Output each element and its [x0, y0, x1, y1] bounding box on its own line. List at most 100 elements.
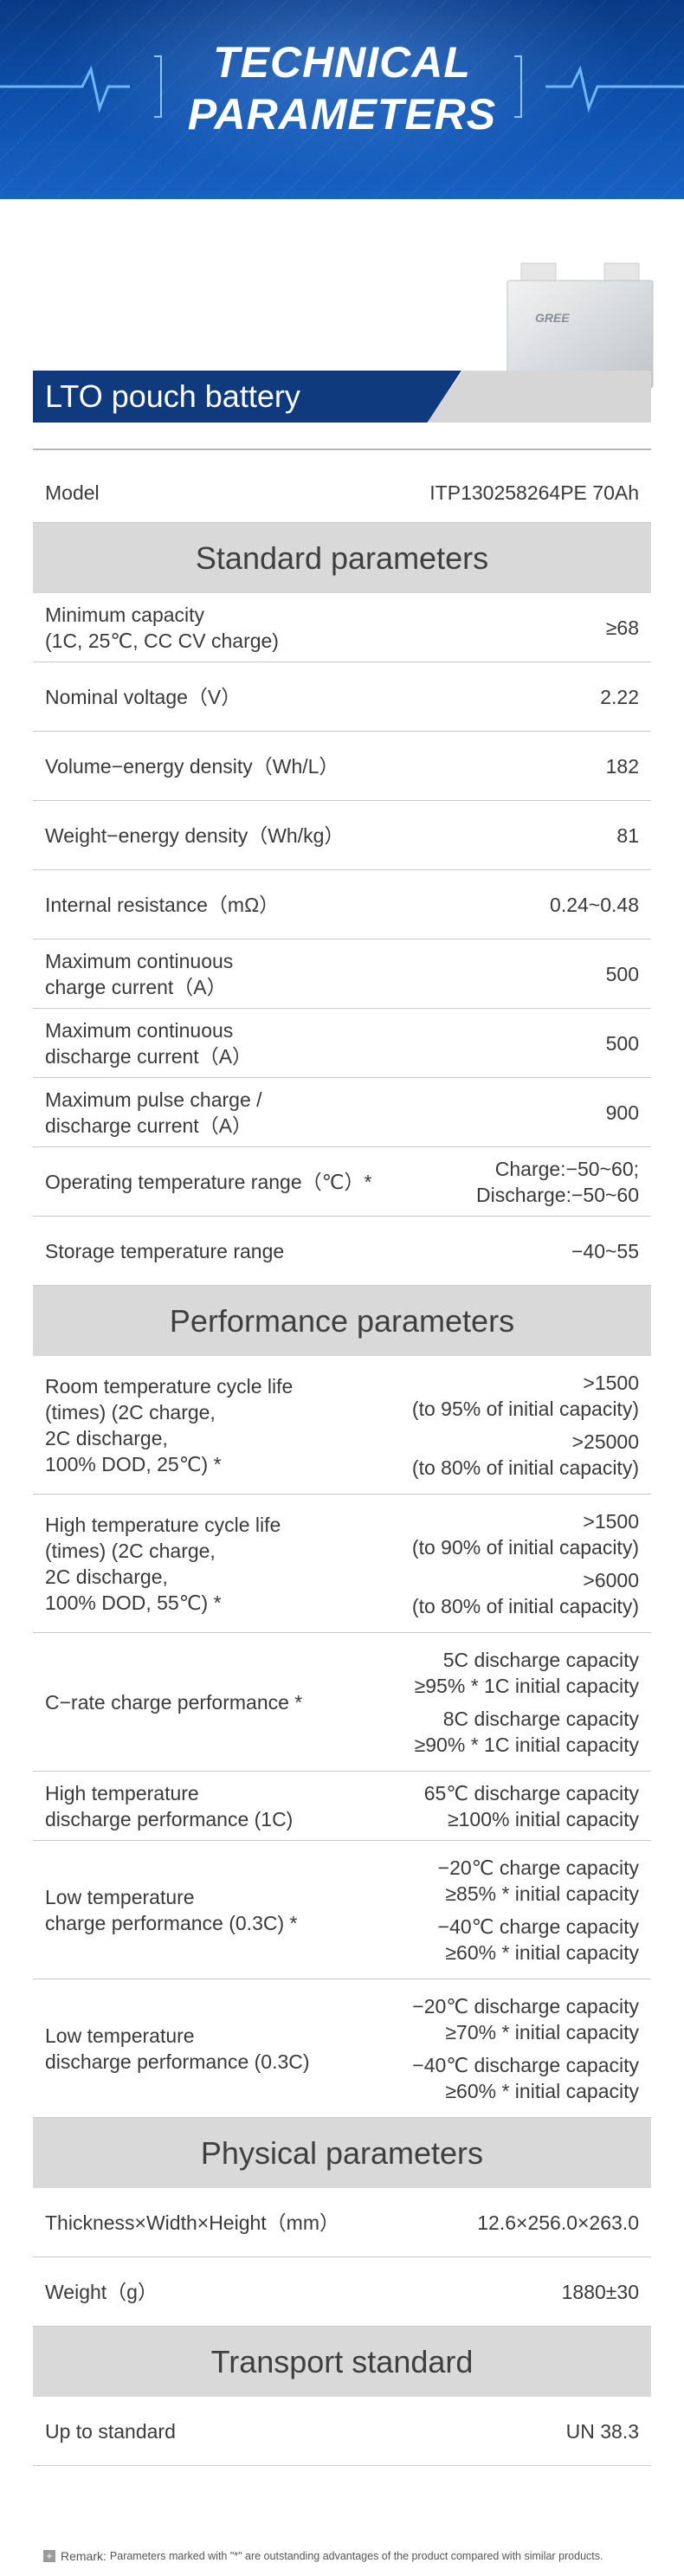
- table-row: Weight（g） 1880±30: [33, 2257, 651, 2327]
- row-value: −20℃ discharge capacity ≥70% * initial ca…: [412, 1993, 639, 2104]
- row-value: 12.6×256.0×263.0: [477, 2210, 639, 2236]
- row-value-line: ≥70% * initial capacity: [445, 2020, 639, 2043]
- transport-rows: Up to standard UN 38.3: [33, 2397, 651, 2466]
- row-label-line: Maximum continuous: [45, 1018, 234, 1042]
- row-value-line: ≥60% * initial capacity: [445, 1940, 639, 1964]
- row-value-line: ≥95% * 1C initial capacity: [414, 1674, 639, 1697]
- row-value-line: Discharge:−50~60: [476, 1183, 639, 1206]
- row-label: Low temperature charge performance (0.3C)…: [45, 1884, 297, 1936]
- model-label: Model: [45, 481, 100, 504]
- row-value: 1880±30: [562, 2279, 639, 2305]
- table-row: Minimum capacity (1C, 25℃, CC CV charge) ≥…: [33, 593, 651, 662]
- model-row: Model ITP130258264PE 70Ah: [33, 463, 651, 523]
- row-value-line: 5C discharge capacity: [442, 1648, 639, 1671]
- row-label: Up to standard: [45, 2418, 176, 2444]
- row-value-line: 65℃ discharge capacity: [423, 1781, 639, 1804]
- table-row: Low temperature discharge performance (0.…: [33, 1979, 651, 2118]
- table-row: Low temperature charge performance (0.3C)…: [33, 1841, 651, 1979]
- row-value-line: 2.22: [600, 685, 639, 708]
- product-name: LTO pouch battery: [45, 378, 300, 414]
- row-label: Minimum capacity (1C, 25℃, CC CV charge): [45, 602, 279, 654]
- row-value: Charge:−50~60; Discharge:−50~60: [476, 1156, 639, 1208]
- row-label-line: (1C, 25℃, CC CV charge): [45, 629, 279, 652]
- row-value: 900: [606, 1100, 639, 1126]
- table-row: C−rate charge performance * 5C discharge …: [33, 1633, 651, 1772]
- table-row: Volume−energy density（Wh/L） 182: [33, 732, 651, 801]
- table-row: Maximum continuous charge current（A） 500: [33, 939, 651, 1009]
- battery-logo-text: GREE: [535, 311, 570, 325]
- row-label: Nominal voltage（V）: [45, 684, 241, 710]
- row-label-line: discharge performance (1C): [45, 1807, 294, 1830]
- table-row: Nominal voltage（V） 2.22: [33, 662, 651, 732]
- table-row: Storage temperature range −40~55: [33, 1217, 651, 1286]
- row-value-line: (to 95% of initial capacity): [411, 1397, 639, 1420]
- remark-note: + Remark: Parameters marked with "*" are…: [43, 2549, 603, 2563]
- table-row: Up to standard UN 38.3: [33, 2397, 651, 2466]
- row-value: 5C discharge capacity ≥95% * 1C initial c…: [415, 1647, 639, 1758]
- performance-rows: Room temperature cycle life (times) (2C c…: [33, 1356, 651, 2118]
- row-value: −40~55: [571, 1238, 639, 1264]
- row-label-line: (times) (2C charge,: [45, 1400, 216, 1424]
- row-label-line: Volume−energy density（Wh/L）: [45, 754, 339, 778]
- battery-pouch-image: GREE: [507, 262, 654, 389]
- row-value: −20℃ charge capacity ≥85% * initial capac…: [438, 1855, 639, 1966]
- row-label-line: Storage temperature range: [45, 1239, 285, 1262]
- row-label: Volume−energy density（Wh/L）: [45, 753, 339, 779]
- product-title-bar: LTO pouch battery: [33, 371, 651, 423]
- row-label-line: 2C discharge,: [45, 1565, 168, 1588]
- section-transport-standard: Transport standard: [33, 2327, 651, 2397]
- row-value: UN 38.3: [566, 2418, 639, 2444]
- row-value-line: ≥85% * initial capacity: [445, 1882, 639, 1905]
- pulse-line-left-icon: [0, 55, 162, 118]
- row-label: Maximum continuous charge current（A）: [45, 948, 233, 1000]
- section-standard-parameters: Standard parameters: [33, 523, 651, 593]
- table-row: Operating temperature range（℃）* Charge:−5…: [33, 1147, 651, 1217]
- table-row: Maximum pulse charge / discharge current（…: [33, 1078, 651, 1147]
- row-label: High temperature discharge performance (1…: [45, 1780, 293, 1832]
- remark-label: Remark:: [61, 2549, 106, 2563]
- row-label-line: Nominal voltage（V）: [45, 685, 242, 708]
- row-value-line: 500: [605, 962, 639, 985]
- pulse-line-right-icon: [514, 55, 684, 118]
- row-label: Room temperature cycle life (times) (2C c…: [45, 1373, 293, 1477]
- remark-text: Parameters marked with "*" are outstandi…: [109, 2550, 603, 2562]
- row-value-line: −40℃ discharge capacity: [412, 2053, 639, 2076]
- row-value-line: >6000: [583, 1568, 639, 1591]
- row-label-line: Weight−energy density（Wh/kg）: [45, 823, 345, 847]
- section-physical-parameters: Physical parameters: [33, 2118, 651, 2188]
- row-label: Weight−energy density（Wh/kg）: [45, 823, 344, 849]
- row-value-line: 81: [616, 823, 639, 847]
- spec-table: Model ITP130258264PE 70Ah Standard param…: [33, 463, 651, 2466]
- row-value-line: −20℃ discharge capacity: [412, 1994, 639, 2018]
- row-value-line: −20℃ charge capacity: [437, 1856, 639, 1879]
- row-label-line: Up to standard: [45, 2419, 176, 2443]
- row-label-line: Room temperature cycle life: [45, 1374, 294, 1398]
- row-value-line: 1880±30: [561, 2280, 639, 2303]
- row-label-line: High temperature cycle life: [45, 1513, 281, 1536]
- row-label-line: discharge performance (0.3C): [45, 2050, 310, 2073]
- physical-rows: Thickness×Width×Height（mm） 12.6×256.0×263…: [33, 2188, 651, 2327]
- standard-rows: Minimum capacity (1C, 25℃, CC CV charge) ≥…: [33, 593, 651, 1286]
- row-value-line: ≥60% * initial capacity: [445, 2079, 639, 2102]
- row-label: Storage temperature range: [45, 1238, 284, 1264]
- row-value: 81: [616, 823, 639, 849]
- table-row: Internal resistance（mΩ） 0.24~0.48: [33, 870, 651, 939]
- row-value-line: ≥100% initial capacity: [447, 1807, 639, 1830]
- row-label: Internal resistance（mΩ）: [45, 892, 279, 918]
- row-label-line: discharge current（A）: [45, 1044, 253, 1068]
- divider: [33, 449, 651, 450]
- plus-icon: +: [43, 2550, 55, 2562]
- row-label-line: Minimum capacity: [45, 603, 205, 626]
- header-banner: TECHNICAL PARAMETERS: [0, 0, 684, 199]
- row-label-line: 100% DOD, 55℃) *: [45, 1591, 222, 1614]
- row-value-line: 182: [605, 754, 639, 778]
- table-row: High temperature cycle life (times) (2C c…: [33, 1495, 651, 1633]
- row-label-line: charge current（A）: [45, 975, 227, 998]
- row-label-line: Operating temperature range（℃）*: [45, 1170, 372, 1193]
- row-label: Thickness×Width×Height（mm）: [45, 2210, 339, 2236]
- row-value: 500: [606, 1030, 639, 1056]
- row-value-line: −40~55: [571, 1239, 639, 1262]
- table-row: Weight−energy density（Wh/kg） 81: [33, 801, 651, 870]
- row-value: >1500 (to 90% of initial capacity) >6000 (t…: [412, 1508, 639, 1619]
- row-value-line: >25000: [571, 1430, 639, 1453]
